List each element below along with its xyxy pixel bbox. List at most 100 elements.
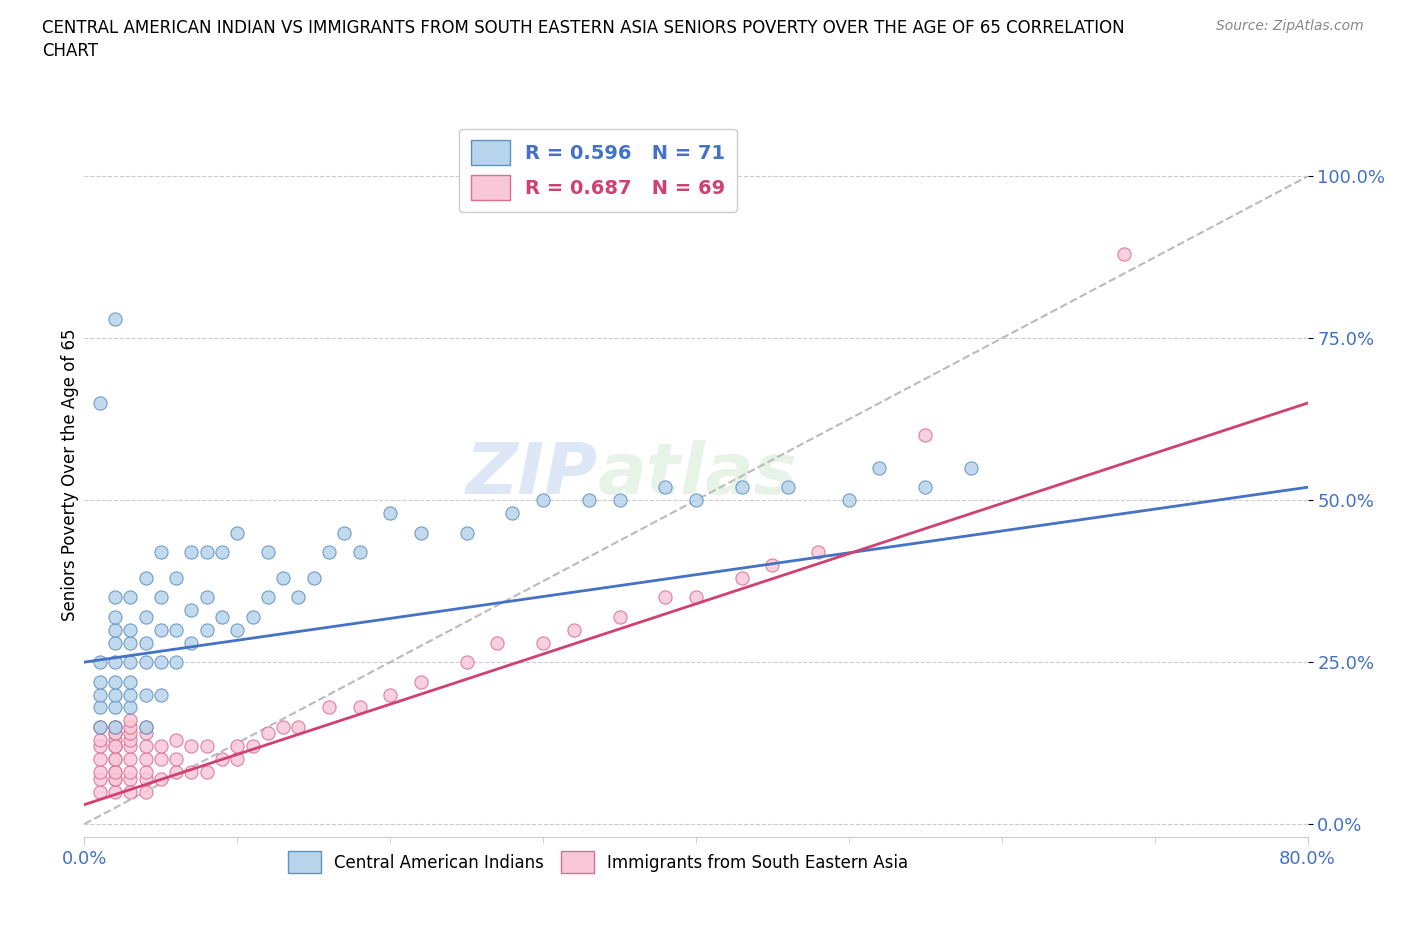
Y-axis label: Seniors Poverty Over the Age of 65: Seniors Poverty Over the Age of 65 xyxy=(62,328,80,620)
Point xyxy=(165,622,187,637)
Point xyxy=(104,720,127,735)
Point xyxy=(89,738,111,753)
Point xyxy=(120,635,142,650)
Point xyxy=(149,687,172,702)
Point xyxy=(211,545,233,560)
Point xyxy=(135,738,157,753)
Point xyxy=(120,590,142,604)
Legend: Central American Indians, Immigrants from South Eastern Asia: Central American Indians, Immigrants fro… xyxy=(281,844,915,880)
Point xyxy=(120,622,142,637)
Point xyxy=(149,771,172,786)
Point xyxy=(195,545,218,560)
Point xyxy=(609,609,631,624)
Point xyxy=(180,635,202,650)
Point xyxy=(89,720,111,735)
Point xyxy=(271,720,294,735)
Point xyxy=(654,480,676,495)
Point xyxy=(180,545,202,560)
Point xyxy=(89,395,111,410)
Point xyxy=(120,738,142,753)
Point xyxy=(104,764,127,779)
Point xyxy=(104,700,127,715)
Point xyxy=(578,493,600,508)
Point xyxy=(914,428,936,443)
Point xyxy=(89,655,111,670)
Point xyxy=(120,720,142,735)
Point xyxy=(104,764,127,779)
Point xyxy=(333,525,356,540)
Point xyxy=(120,771,142,786)
Point xyxy=(89,751,111,766)
Point xyxy=(120,713,142,728)
Point xyxy=(654,590,676,604)
Point xyxy=(149,738,172,753)
Point xyxy=(531,493,554,508)
Point xyxy=(120,674,142,689)
Point xyxy=(120,733,142,748)
Point xyxy=(89,674,111,689)
Point xyxy=(165,655,187,670)
Point xyxy=(380,687,402,702)
Point xyxy=(869,460,891,475)
Point xyxy=(104,726,127,741)
Point xyxy=(104,738,127,753)
Point xyxy=(135,764,157,779)
Point xyxy=(380,506,402,521)
Point xyxy=(135,784,157,799)
Text: CENTRAL AMERICAN INDIAN VS IMMIGRANTS FROM SOUTH EASTERN ASIA SENIORS POVERTY OV: CENTRAL AMERICAN INDIAN VS IMMIGRANTS FR… xyxy=(42,19,1125,60)
Point xyxy=(685,493,707,508)
Point xyxy=(838,493,860,508)
Text: Source: ZipAtlas.com: Source: ZipAtlas.com xyxy=(1216,19,1364,33)
Point xyxy=(211,751,233,766)
Point xyxy=(349,545,371,560)
Point xyxy=(135,720,157,735)
Point xyxy=(195,764,218,779)
Point xyxy=(165,764,187,779)
Point xyxy=(486,635,509,650)
Point xyxy=(562,622,585,637)
Text: atlas: atlas xyxy=(598,440,797,509)
Point xyxy=(1114,246,1136,261)
Point xyxy=(409,674,432,689)
Point xyxy=(135,751,157,766)
Point xyxy=(226,525,249,540)
Point xyxy=(120,700,142,715)
Point xyxy=(120,726,142,741)
Point xyxy=(89,687,111,702)
Point xyxy=(456,525,478,540)
Point xyxy=(104,312,127,326)
Point xyxy=(226,751,249,766)
Point xyxy=(104,738,127,753)
Point xyxy=(104,726,127,741)
Point xyxy=(104,655,127,670)
Point xyxy=(104,771,127,786)
Point xyxy=(349,700,371,715)
Point xyxy=(409,525,432,540)
Point xyxy=(104,609,127,624)
Point xyxy=(120,687,142,702)
Point xyxy=(257,590,280,604)
Point xyxy=(104,771,127,786)
Point xyxy=(135,655,157,670)
Point xyxy=(302,570,325,585)
Point xyxy=(257,726,280,741)
Point xyxy=(531,635,554,650)
Point xyxy=(104,751,127,766)
Point xyxy=(149,545,172,560)
Point xyxy=(257,545,280,560)
Point xyxy=(104,751,127,766)
Point xyxy=(226,738,249,753)
Point xyxy=(135,720,157,735)
Point xyxy=(104,720,127,735)
Point xyxy=(104,784,127,799)
Point xyxy=(89,720,111,735)
Point xyxy=(287,720,309,735)
Point xyxy=(104,622,127,637)
Point xyxy=(180,603,202,618)
Point xyxy=(960,460,983,475)
Point xyxy=(104,590,127,604)
Point xyxy=(135,687,157,702)
Point xyxy=(242,738,264,753)
Point xyxy=(242,609,264,624)
Point xyxy=(195,622,218,637)
